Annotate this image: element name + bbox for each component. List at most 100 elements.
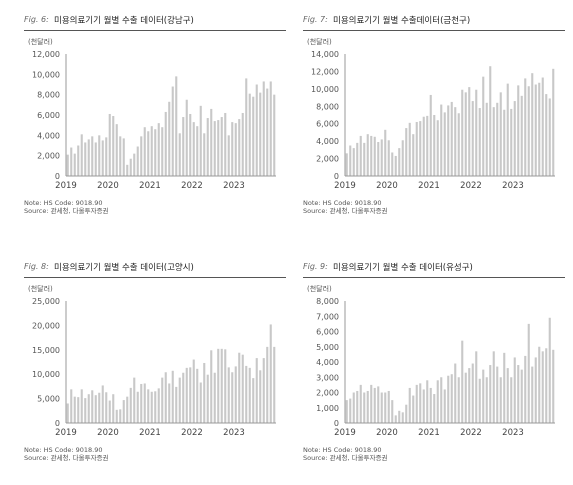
bar — [506, 368, 509, 423]
bar — [499, 377, 502, 423]
bar — [70, 389, 73, 423]
chart-panel-yuseong: Fig. 9: 미용의료기기 월별 수출 데이터(유성구) (천달러) 0 1,0… — [303, 257, 565, 472]
bar — [147, 131, 150, 176]
bar — [356, 142, 359, 176]
bar — [108, 400, 111, 423]
bar — [161, 377, 164, 423]
bar — [273, 346, 276, 423]
bar — [234, 366, 237, 423]
bar — [119, 409, 122, 423]
bar — [370, 384, 373, 423]
bar — [345, 153, 348, 176]
bar — [520, 369, 523, 423]
bar — [513, 357, 516, 423]
bar — [80, 389, 83, 423]
bar — [398, 410, 401, 423]
y-tick-label: 4,000 — [316, 137, 339, 146]
y-tick-label: 12,000 — [311, 67, 339, 76]
x-tick-label: 2021 — [139, 428, 161, 438]
bar — [405, 404, 408, 423]
bar — [538, 82, 541, 176]
bar-chart-svg: 0 2,000 4,000 6,000 8,000 10,000 12,000 2019 202… — [32, 50, 276, 191]
bar — [224, 112, 227, 176]
bar — [380, 392, 383, 423]
note-source: Source: 관세청, 다올투자증권 — [303, 454, 388, 462]
bar — [415, 384, 418, 423]
bar — [213, 121, 216, 176]
figure-header: Fig. 9: 미용의료기기 월별 수출 데이터(유성구) — [303, 257, 565, 278]
bar — [387, 140, 390, 176]
bar — [157, 388, 160, 423]
bar — [440, 377, 443, 423]
bar — [217, 120, 220, 176]
bar — [541, 351, 544, 423]
x-tick-label: 2021 — [418, 428, 440, 438]
x-tick-label: 2020 — [97, 428, 119, 438]
bar — [377, 142, 380, 176]
bar — [352, 392, 355, 423]
bar — [517, 365, 520, 423]
bar — [259, 92, 262, 176]
bar — [101, 385, 104, 423]
bar — [231, 122, 234, 176]
y-axis-unit: (천달러) — [307, 285, 332, 293]
y-tick-label: 7,000 — [316, 312, 339, 321]
x-tick-label: 2020 — [97, 181, 119, 191]
y-tick-label: 0 — [55, 172, 60, 181]
bar — [136, 391, 139, 423]
bar — [552, 349, 555, 423]
bar — [478, 108, 481, 176]
bar — [475, 89, 478, 176]
bar — [384, 129, 387, 176]
bar — [482, 76, 485, 176]
x-tick-label: 2019 — [55, 428, 77, 438]
bar — [443, 112, 446, 176]
y-tick-label: 10,000 — [311, 85, 339, 94]
bar — [426, 115, 429, 176]
bar — [496, 366, 499, 423]
x-tick-label: 2022 — [460, 181, 482, 191]
bar — [164, 111, 167, 176]
bar — [80, 134, 83, 176]
bar — [461, 89, 464, 176]
figure-title: 미용의료기기 월별 수출 데이터(고양시) — [54, 263, 194, 273]
bar — [161, 127, 164, 176]
bar — [489, 66, 492, 176]
bar — [70, 147, 73, 176]
bar — [91, 390, 94, 423]
bar — [394, 415, 397, 423]
bar — [255, 358, 258, 423]
y-tick-label: 0 — [334, 419, 339, 428]
y-tick-label: 25,000 — [32, 297, 60, 306]
bar — [196, 126, 199, 176]
bar — [182, 372, 185, 423]
bar — [87, 394, 90, 423]
bar — [210, 350, 213, 423]
bar — [252, 378, 255, 423]
bar — [538, 346, 541, 423]
note-hs-code: Note: HS Code: 9018.90 — [24, 199, 103, 207]
bar — [227, 135, 230, 176]
bar — [363, 142, 366, 176]
bar — [366, 134, 369, 176]
bar — [513, 101, 516, 176]
bar — [126, 396, 129, 423]
y-axis-unit: (천달러) — [307, 38, 332, 46]
y-axis-unit: (천달러) — [28, 38, 53, 46]
bar — [345, 400, 348, 423]
bar — [143, 127, 146, 176]
x-tick-label: 2019 — [55, 181, 77, 191]
note-hs-code: Note: HS Code: 9018.90 — [303, 446, 382, 454]
x-tick-label: 2021 — [418, 181, 440, 191]
bar — [478, 378, 481, 423]
bar — [238, 352, 241, 423]
bar — [77, 397, 80, 423]
bar — [471, 363, 474, 423]
bar — [269, 81, 272, 176]
bar — [220, 117, 223, 176]
note-hs-code: Note: HS Code: 9018.90 — [24, 446, 103, 454]
bar — [112, 394, 115, 423]
bar — [531, 366, 534, 423]
bar — [447, 375, 450, 423]
bar — [140, 383, 143, 423]
